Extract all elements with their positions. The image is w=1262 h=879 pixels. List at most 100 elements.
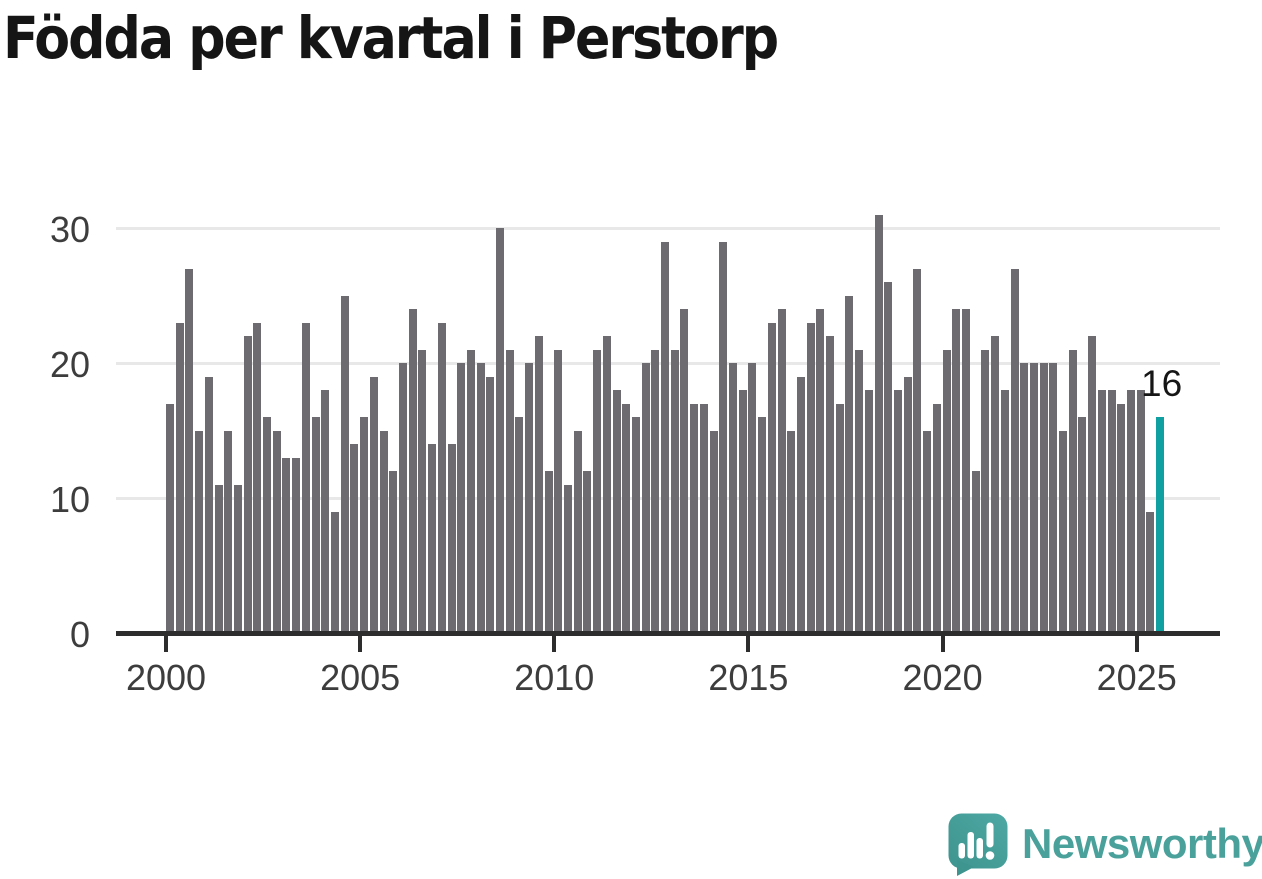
bar-2013-Q2 xyxy=(680,309,689,633)
bar-2016-Q3 xyxy=(806,322,815,633)
gridline-30 xyxy=(116,226,1220,230)
bar-2011-Q1 xyxy=(593,349,602,633)
x-tick-label-2020: 2020 xyxy=(902,657,983,698)
bar-2001-Q3 xyxy=(224,430,233,633)
bar-2011-Q4 xyxy=(622,403,631,633)
brand-footer: Newsworthy xyxy=(947,812,1262,876)
bar-2001-Q2 xyxy=(214,484,223,633)
bar-2009-Q2 xyxy=(525,363,534,633)
bar-2002-Q4 xyxy=(272,430,281,633)
bar-2021-Q1 xyxy=(981,349,990,633)
x-axis-line xyxy=(116,631,1220,636)
bar-2023-Q3 xyxy=(1078,417,1087,633)
x-tick-mark-2005 xyxy=(358,635,363,652)
bar-2014-Q2 xyxy=(719,241,728,633)
bar-2016-Q2 xyxy=(796,376,805,633)
bar-2014-Q3 xyxy=(729,363,737,633)
bar-2012-Q3 xyxy=(651,349,660,633)
x-tick-label-2010: 2010 xyxy=(514,657,595,698)
bar-2024-Q4 xyxy=(1126,390,1135,633)
bar-2000-Q3 xyxy=(185,268,194,633)
bar-2019-Q2 xyxy=(913,268,922,633)
bar-2004-Q4 xyxy=(350,444,359,633)
bar-2006-Q4 xyxy=(428,444,437,633)
x-tick-label-2015: 2015 xyxy=(708,657,789,698)
bar-2021-Q2 xyxy=(991,336,1000,633)
bar-2002-Q3 xyxy=(263,417,272,633)
y-tick-label-0: 0 xyxy=(69,614,90,655)
bar-2022-Q3 xyxy=(1039,363,1048,633)
bar-2014-Q1 xyxy=(709,430,718,633)
bar-2022-Q4 xyxy=(1049,363,1058,633)
bar-2021-Q3 xyxy=(1000,390,1009,633)
bar-2019-Q1 xyxy=(903,376,912,633)
bar-2013-Q4 xyxy=(699,403,708,633)
bar-2011-Q3 xyxy=(612,390,621,633)
bar-2019-Q4 xyxy=(932,403,941,633)
bar-2004-Q1 xyxy=(321,390,330,633)
x-tick-label-2005: 2005 xyxy=(320,657,401,698)
bar-2007-Q4 xyxy=(466,349,475,633)
bar-2005-Q4 xyxy=(389,471,398,633)
bar-2008-Q2 xyxy=(486,376,495,633)
bar-2002-Q2 xyxy=(253,322,262,633)
bar-2003-Q4 xyxy=(311,417,320,633)
bar-2000-Q4 xyxy=(195,430,204,633)
bar-2006-Q2 xyxy=(408,309,417,633)
bar-2005-Q3 xyxy=(379,430,388,633)
bar-2001-Q4 xyxy=(233,484,242,633)
bar-2010-Q2 xyxy=(563,484,572,633)
chart-title: Födda per kvartal i Perstorp xyxy=(3,4,779,72)
x-tick-mark-2000 xyxy=(164,635,168,652)
bar-2007-Q1 xyxy=(437,322,446,633)
x-tick-label-2000: 2000 xyxy=(125,657,207,698)
bar-2008-Q3 xyxy=(496,228,505,633)
bar-2003-Q2 xyxy=(292,457,301,633)
bar-2009-Q4 xyxy=(544,471,553,633)
bar-2025-Q2 xyxy=(1146,511,1155,633)
bar-2015-Q2 xyxy=(758,417,767,633)
bar-2001-Q1 xyxy=(204,376,213,633)
bar-2003-Q1 xyxy=(282,457,291,633)
bar-2024-Q1 xyxy=(1097,390,1106,633)
bar-2008-Q1 xyxy=(476,363,485,633)
bar-2011-Q2 xyxy=(602,336,611,633)
bar-2017-Q1 xyxy=(826,336,835,633)
x-tick-label-2025: 2025 xyxy=(1096,657,1177,698)
bar-2002-Q1 xyxy=(243,336,252,633)
bar-2012-Q4 xyxy=(661,241,670,633)
bar-2004-Q2 xyxy=(331,511,340,633)
bar-2021-Q4 xyxy=(1010,268,1019,633)
bar-2017-Q2 xyxy=(835,403,844,633)
bar-2009-Q1 xyxy=(515,417,524,633)
bar-2006-Q1 xyxy=(398,363,407,633)
bar-2012-Q2 xyxy=(641,363,650,633)
x-tick-mark-2025 xyxy=(1134,635,1139,652)
bar-2018-Q2 xyxy=(874,214,883,633)
bar-2005-Q1 xyxy=(360,417,369,633)
x-tick-mark-2015 xyxy=(746,635,751,652)
bar-2015-Q4 xyxy=(777,309,786,633)
bar-2013-Q1 xyxy=(670,349,679,633)
bar-2023-Q2 xyxy=(1068,349,1077,633)
bar-2022-Q1 xyxy=(1020,363,1029,633)
bar-2006-Q3 xyxy=(418,349,427,633)
bar-2022-Q2 xyxy=(1029,363,1038,633)
y-tick-label-20: 20 xyxy=(49,344,90,386)
bar-2016-Q1 xyxy=(787,430,796,633)
bar-2003-Q3 xyxy=(301,322,310,633)
bar-2010-Q4 xyxy=(583,471,592,633)
bar-2017-Q3 xyxy=(845,295,854,633)
bar-2013-Q3 xyxy=(690,403,699,633)
bar-2025-Q1 xyxy=(1136,390,1145,633)
bar-2012-Q1 xyxy=(631,417,640,633)
bar-2025-Q3 xyxy=(1156,417,1165,633)
bar-2018-Q4 xyxy=(894,390,903,633)
bar-2017-Q4 xyxy=(855,349,864,633)
bar-2007-Q3 xyxy=(457,363,466,633)
y-tick-label-10: 10 xyxy=(49,479,90,521)
bar-2024-Q2 xyxy=(1107,390,1116,633)
bar-2020-Q1 xyxy=(942,349,951,633)
brand-name: Newsworthy xyxy=(1022,820,1262,867)
